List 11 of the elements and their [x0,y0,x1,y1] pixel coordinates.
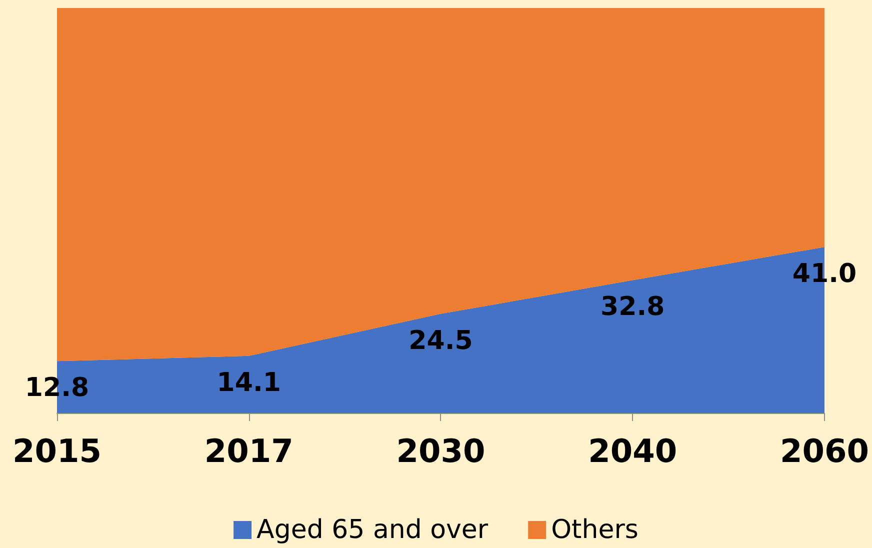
legend-label: Others [551,515,638,545]
data-label: 32.8 [600,292,665,322]
data-label: 41.0 [792,258,857,289]
legend-label: Aged 65 and over [256,515,488,545]
x-tick-label: 2017 [204,432,294,470]
x-tick-label: 2015 [12,432,102,470]
data-label: 24.5 [408,326,473,356]
x-tick-label: 2040 [588,432,678,470]
x-tick-label: 2030 [396,432,486,470]
data-label: 14.1 [216,368,281,398]
x-tick-label: 2060 [780,432,869,470]
